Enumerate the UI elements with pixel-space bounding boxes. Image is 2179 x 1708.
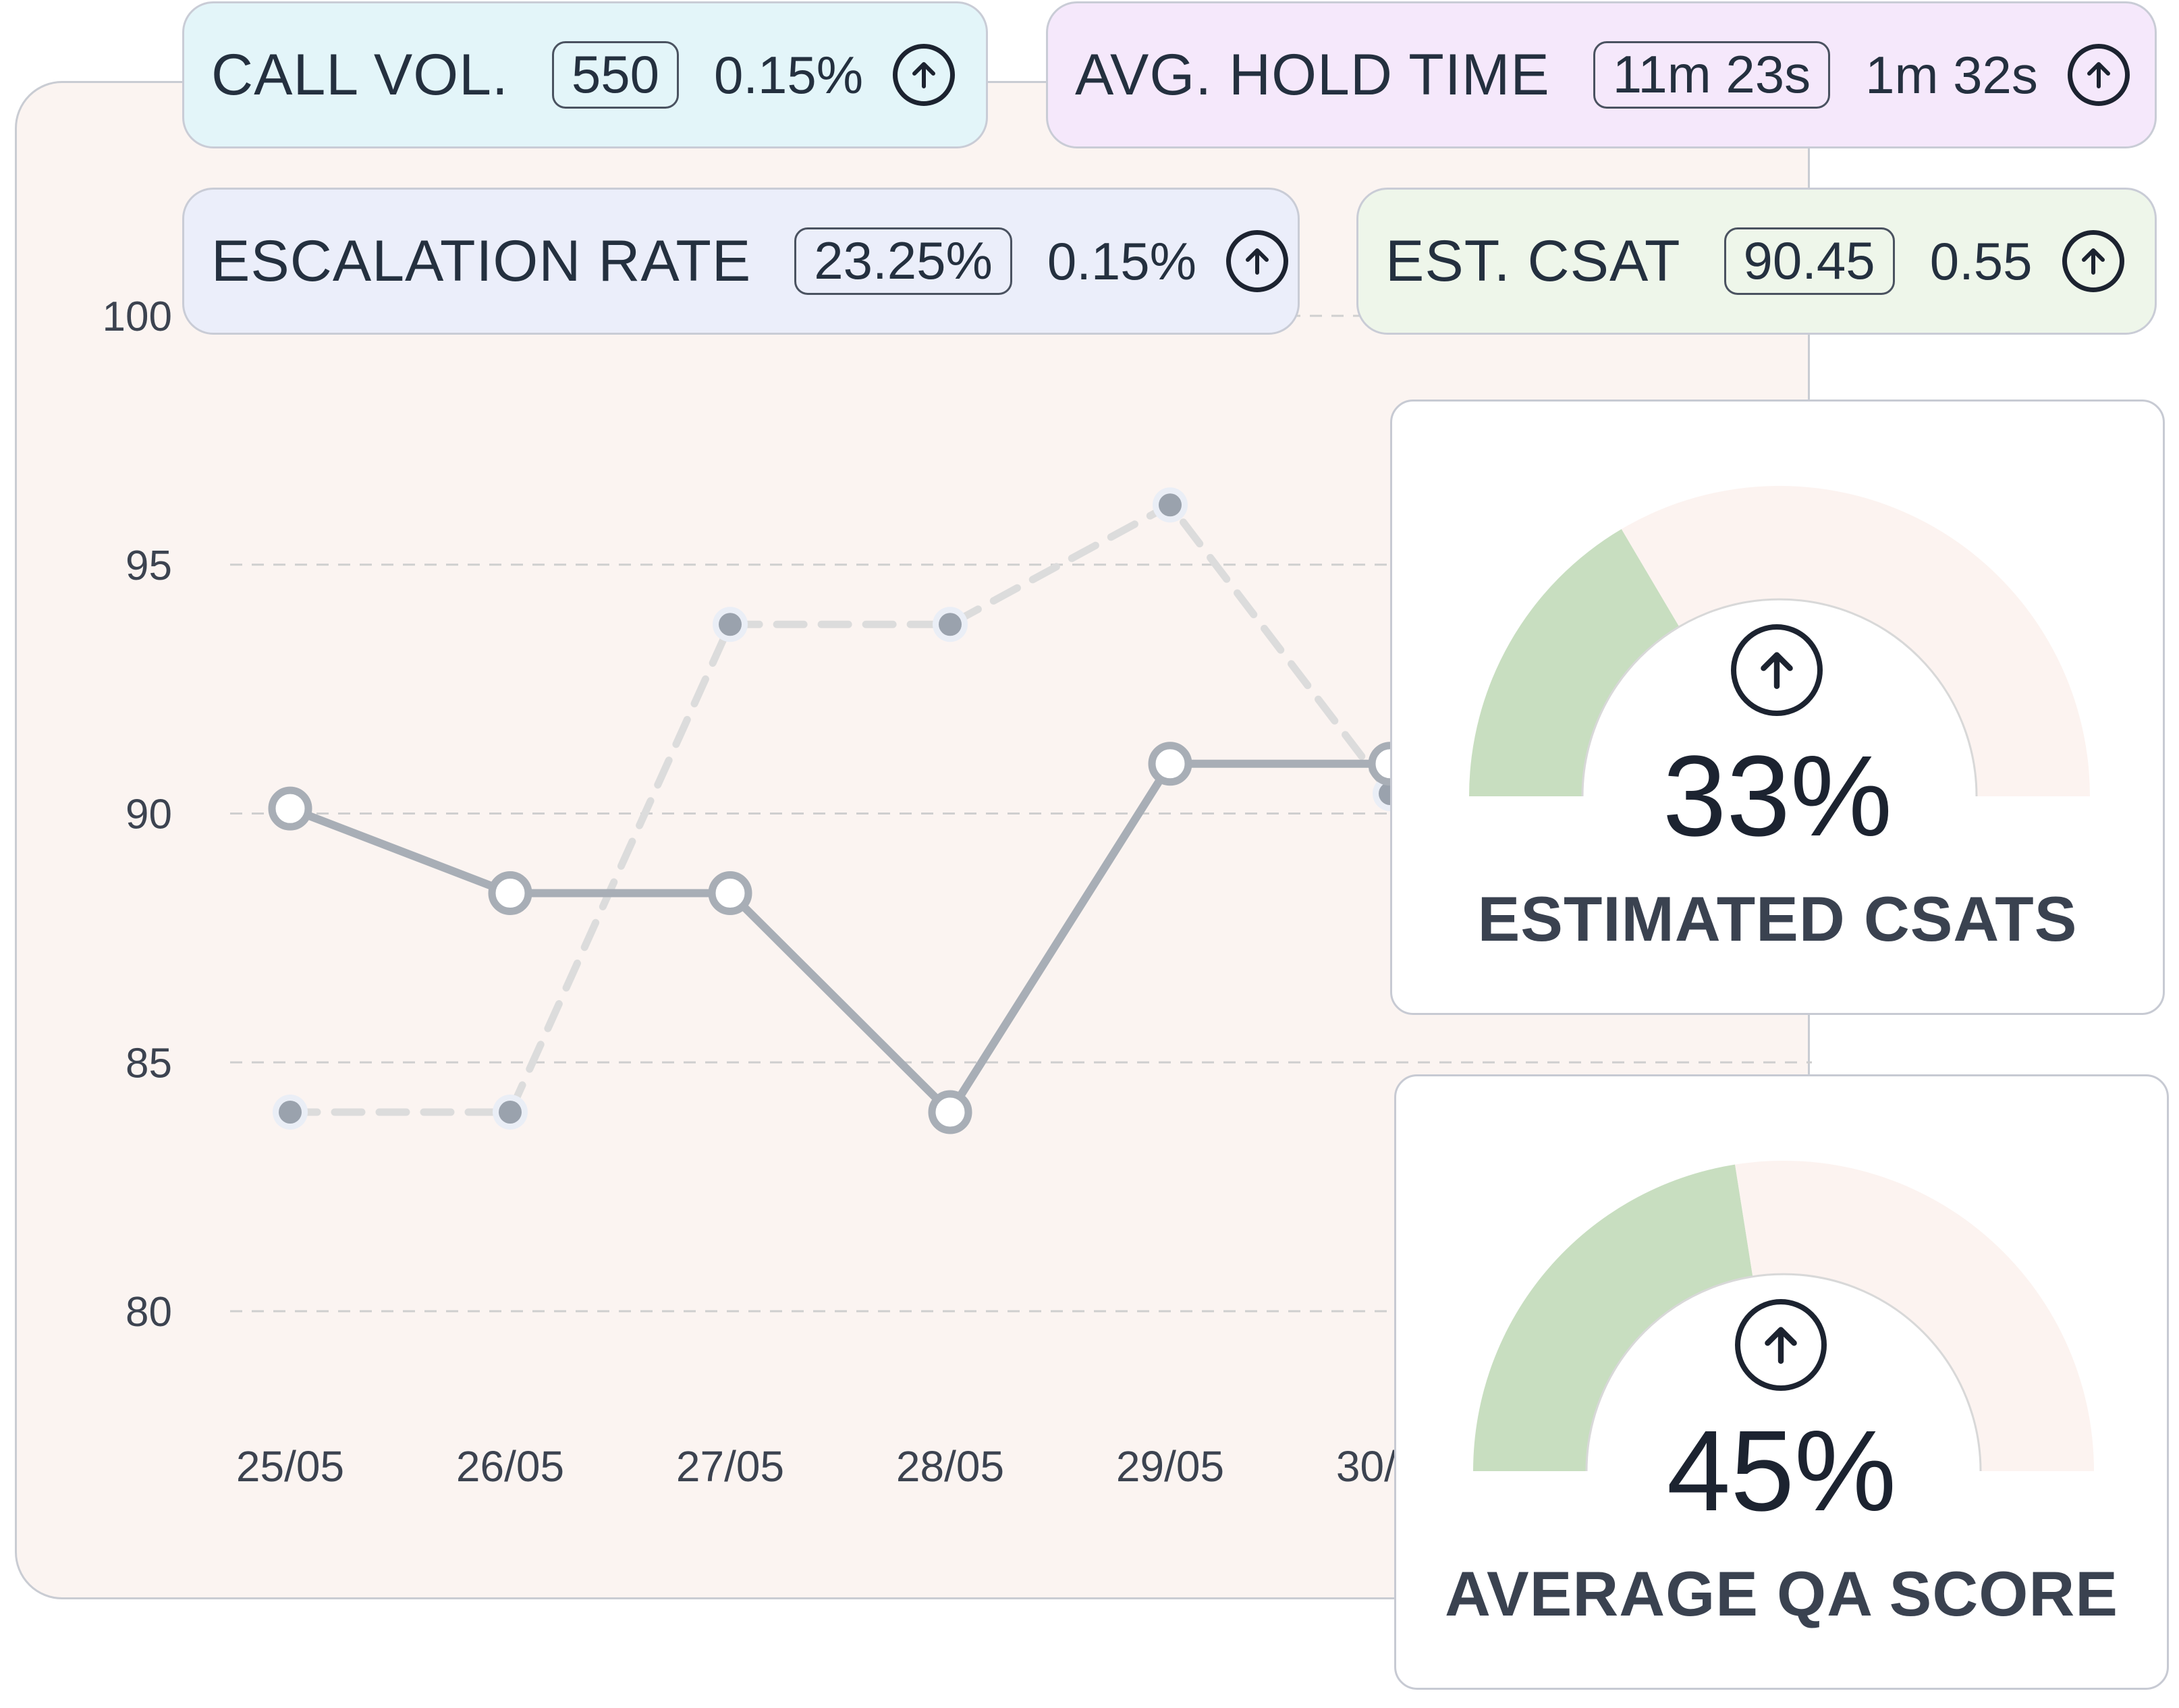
arrow-up-circle-icon bbox=[1731, 624, 1823, 716]
gauge-card-estimated-csats[interactable]: 33% ESTIMATED CSATS bbox=[1390, 400, 2165, 1015]
kpi-avg-hold-time[interactable]: AVG. HOLD TIME 11m 23s 1m 32s bbox=[1046, 1, 2157, 148]
data-point[interactable] bbox=[1159, 493, 1182, 517]
gauge-card-average-qa-score[interactable]: 45% AVERAGE QA SCORE bbox=[1394, 1074, 2169, 1690]
kpi-value-badge: 90.45 bbox=[1723, 227, 1895, 295]
gauge-value: 33% bbox=[1662, 732, 1893, 860]
kpi-delta: 0.55 bbox=[1929, 231, 2033, 291]
x-tick-label: 26/05 bbox=[456, 1442, 564, 1491]
gauge-track bbox=[1735, 1161, 2094, 1471]
data-point[interactable] bbox=[488, 871, 532, 915]
data-point[interactable] bbox=[719, 613, 742, 636]
gauge-inner-ring bbox=[1581, 598, 1978, 797]
kpi-label: AVG. HOLD TIME bbox=[1075, 42, 1550, 107]
kpi-escalation-rate[interactable]: ESCALATION RATE 23.25% 0.15% bbox=[182, 188, 1300, 335]
x-tick-label: 25/05 bbox=[236, 1442, 344, 1491]
data-point[interactable] bbox=[928, 1090, 972, 1134]
gauge-label: ESTIMATED CSATS bbox=[1477, 883, 2078, 954]
gauge-fill bbox=[1473, 1164, 1753, 1471]
kpi-value-badge: 550 bbox=[551, 41, 679, 109]
data-point[interactable] bbox=[1148, 742, 1192, 786]
gauge-semicircle bbox=[1473, 1161, 2094, 1472]
y-tick-label: 90 bbox=[126, 792, 172, 838]
arrow-up-circle-icon bbox=[893, 44, 956, 106]
y-tick-label: 100 bbox=[103, 294, 172, 340]
y-tick-label: 80 bbox=[126, 1289, 172, 1335]
gauge-track bbox=[1621, 485, 2090, 796]
kpi-value-badge: 11m 23s bbox=[1593, 41, 1831, 109]
kpi-delta: 0.15% bbox=[713, 45, 864, 105]
gauge-label: AVERAGE QA SCORE bbox=[1445, 1558, 2118, 1629]
data-point[interactable] bbox=[499, 1101, 522, 1124]
kpi-delta: 0.15% bbox=[1047, 231, 1197, 291]
kpi-value-badge: 23.25% bbox=[794, 227, 1012, 295]
arrow-up-circle-icon bbox=[2062, 230, 2124, 292]
gauge-value: 45% bbox=[1666, 1407, 1897, 1535]
x-tick-label: 29/05 bbox=[1116, 1442, 1224, 1491]
kpi-label: ESCALATION RATE bbox=[211, 228, 752, 294]
arrow-up-circle-icon bbox=[2067, 44, 2130, 106]
arrow-up-circle-icon bbox=[1735, 1299, 1827, 1391]
data-point[interactable] bbox=[708, 871, 752, 915]
gauge-inner-ring bbox=[1585, 1273, 1982, 1472]
y-tick-label: 95 bbox=[126, 543, 172, 589]
gauge-semicircle bbox=[1469, 485, 2090, 797]
kpi-call-volume[interactable]: CALL VOL. 550 0.15% bbox=[182, 1, 988, 148]
y-tick-label: 85 bbox=[126, 1040, 172, 1086]
arrow-up-circle-icon bbox=[1226, 230, 1289, 292]
kpi-label: CALL VOL. bbox=[211, 42, 509, 107]
data-point[interactable] bbox=[279, 1101, 302, 1124]
x-tick-label: 28/05 bbox=[896, 1442, 1004, 1491]
data-point[interactable] bbox=[268, 786, 312, 831]
kpi-label: EST. CSAT bbox=[1385, 228, 1681, 294]
x-tick-label: 27/05 bbox=[676, 1442, 784, 1491]
kpi-est-csat[interactable]: EST. CSAT 90.45 0.55 bbox=[1356, 188, 2157, 335]
data-point[interactable] bbox=[939, 613, 962, 636]
kpi-delta: 1m 32s bbox=[1865, 45, 2038, 105]
gauge-fill bbox=[1469, 529, 1680, 796]
